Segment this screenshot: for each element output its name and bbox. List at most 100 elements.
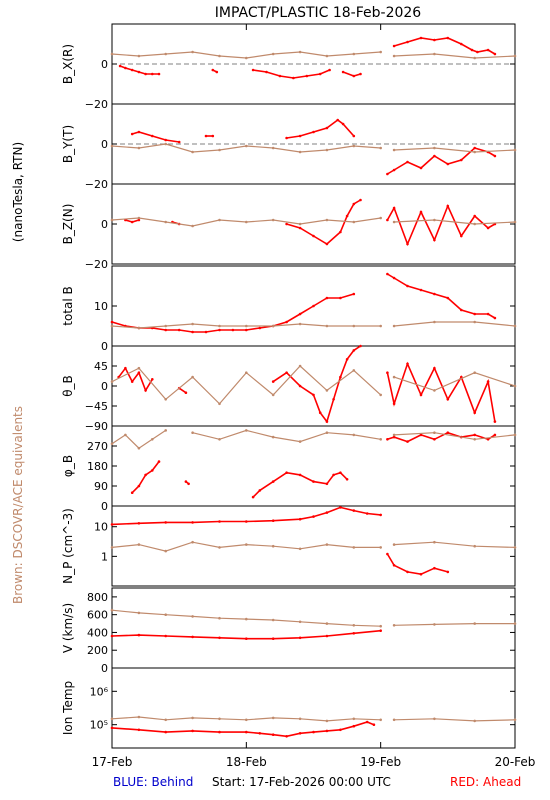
series-dscovr-point <box>110 442 114 446</box>
series-ahead-line <box>118 366 153 393</box>
series-ahead-point <box>460 158 463 162</box>
series-ahead-point <box>352 134 356 138</box>
series-ahead-point <box>271 637 275 640</box>
series-ahead-point <box>110 320 114 324</box>
series-ahead-point <box>332 398 335 401</box>
series-dscovr-point <box>164 549 167 553</box>
series-ahead-point <box>392 168 396 172</box>
series-ahead-point <box>124 366 127 370</box>
series-dscovr-point <box>271 146 275 150</box>
series-ahead-point <box>218 328 221 332</box>
series-ahead-line <box>131 461 160 494</box>
y-tick-label: 10⁶ <box>90 685 109 698</box>
series-ahead-point <box>446 36 450 40</box>
series-ahead-point <box>470 48 474 52</box>
series-dscovr-line <box>394 432 516 440</box>
series-ahead-point <box>339 506 342 509</box>
series-dscovr-point <box>473 544 477 548</box>
series-ahead-point <box>419 166 423 170</box>
series-ahead-point <box>446 398 450 401</box>
series-ahead-point <box>352 202 356 206</box>
series-ahead-point <box>352 724 356 728</box>
series-dscovr-point <box>245 220 248 224</box>
series-dscovr-point <box>137 543 141 546</box>
series-dscovr-point <box>325 622 329 625</box>
x-tick-label: 18-Feb <box>226 755 267 769</box>
series-ahead-point <box>130 132 134 136</box>
series-dscovr-point <box>298 322 302 326</box>
series-ahead-point <box>144 72 147 76</box>
series-ahead-point <box>460 308 463 312</box>
series-ahead-point <box>460 42 463 46</box>
series-dscovr-point <box>473 320 477 324</box>
series-ahead-point <box>419 433 423 437</box>
series-dscovr-point <box>218 717 221 721</box>
series-ahead-point <box>177 140 181 144</box>
series-ahead-point <box>392 44 396 48</box>
series-ahead-point <box>258 732 262 735</box>
y-tick-label: 0 <box>101 662 108 675</box>
series-dscovr-line <box>393 372 516 392</box>
series-ahead-line <box>178 387 187 394</box>
series-ahead-point <box>191 330 194 334</box>
series-ahead-point <box>359 344 362 348</box>
series-ahead-point <box>386 172 389 176</box>
series-ahead-point <box>406 440 409 443</box>
series-ahead-point <box>433 566 436 570</box>
series-ahead-point <box>251 68 255 72</box>
series-ahead-point <box>285 735 288 738</box>
series-ahead-point <box>312 515 315 518</box>
series-ahead-point <box>446 204 450 208</box>
series-ahead-point <box>312 480 315 483</box>
series-ahead-point <box>187 482 190 486</box>
y-tick-label: 180 <box>87 460 108 473</box>
series-ahead-point <box>298 517 302 521</box>
series-dscovr-point <box>433 540 436 544</box>
series-dscovr-point <box>110 218 114 222</box>
panel-ylabel: total B <box>61 286 75 326</box>
panel-v: 800 600 400 200 0 V (km/s) <box>61 587 517 675</box>
series-dscovr-point <box>191 375 194 379</box>
series-ahead-line <box>387 431 496 443</box>
series-ahead-point <box>271 480 275 483</box>
series-dscovr-point <box>433 52 436 56</box>
series-dscovr-point <box>379 50 383 54</box>
series-dscovr-line <box>394 622 515 626</box>
series-ahead-point <box>446 162 450 166</box>
series-ahead-point <box>110 523 114 526</box>
panel-ylabel: B_Y(T) <box>61 125 75 163</box>
series-ahead-point <box>493 433 497 437</box>
footer-start: Start: 17-Feb-2026 00:00 UTC <box>212 775 391 789</box>
series-dscovr-point <box>110 324 114 328</box>
series-dscovr-point <box>298 547 302 551</box>
series-dscovr-point <box>191 431 194 435</box>
series-ahead-point <box>433 438 436 441</box>
series-dscovr-point <box>513 384 517 388</box>
series-ahead-point <box>285 222 288 226</box>
series-dscovr-point <box>137 611 141 615</box>
series-ahead-point <box>325 126 329 130</box>
series-ahead-point <box>130 491 134 495</box>
y-tick-label: 0 <box>101 340 108 353</box>
series-dscovr-point <box>473 222 477 226</box>
series-ahead-point <box>406 284 409 288</box>
series-dscovr-point <box>271 544 275 548</box>
panel-frame <box>111 505 516 587</box>
series-ahead-point <box>473 146 477 150</box>
y-tick-label: −20 <box>85 258 108 271</box>
series-dscovr-point <box>392 624 396 627</box>
series-ahead-point <box>265 70 268 74</box>
series-dscovr-point <box>191 150 194 154</box>
y-tick-label: −20 <box>85 178 108 191</box>
series-dscovr-point <box>298 50 302 54</box>
series-dscovr-point <box>392 148 396 152</box>
series-dscovr-point <box>191 50 194 54</box>
series-ahead-point <box>144 389 147 392</box>
series-dscovr-point <box>379 718 383 722</box>
series-ahead-point <box>493 316 497 320</box>
series-dscovr-point <box>513 718 517 722</box>
series-ahead-point <box>392 206 396 210</box>
series-dscovr-point <box>513 546 517 549</box>
series-ahead-point <box>157 460 161 463</box>
